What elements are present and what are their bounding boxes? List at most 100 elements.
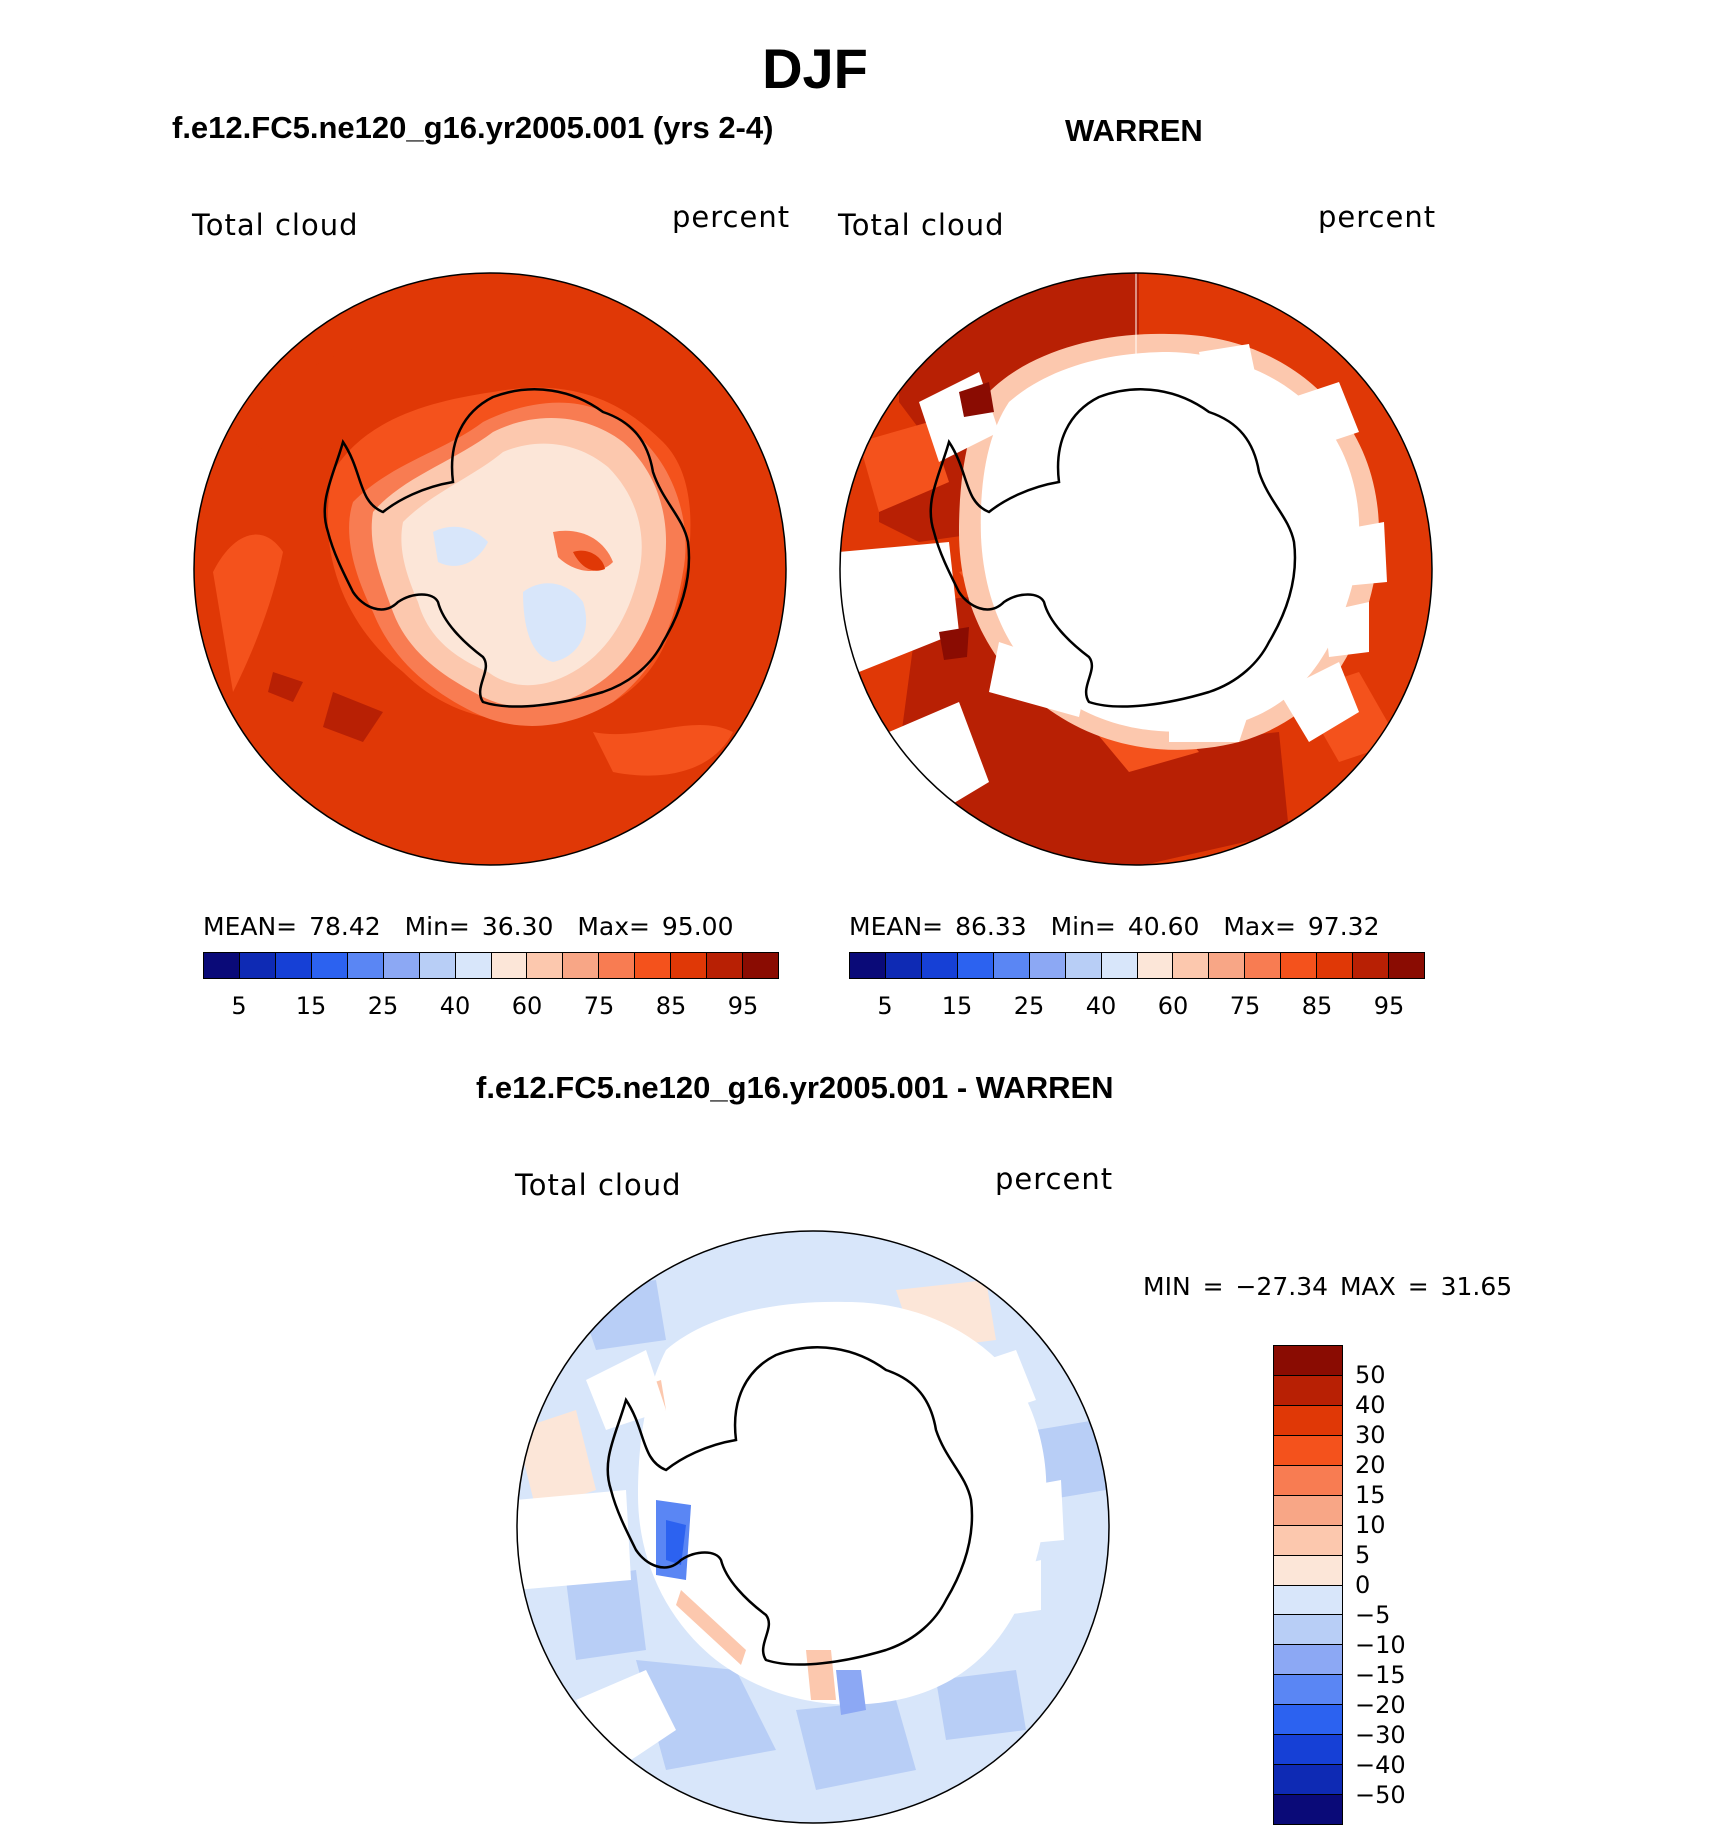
panel3-colorbar-tick-label: −40 bbox=[1355, 1751, 1406, 1779]
panel3-title: f.e12.FC5.ne120_g16.yr2005.001 - WARREN bbox=[476, 1070, 1114, 1105]
panel1-colorbar-box bbox=[707, 953, 744, 978]
panel1-colorbar-box bbox=[275, 953, 312, 978]
panel3-colorbar-tick-label: 10 bbox=[1355, 1511, 1386, 1539]
panel2-colorbar-box bbox=[885, 953, 922, 978]
panel3-colorbar-box bbox=[1274, 1555, 1342, 1586]
panel3-colorbar-tick-label: −10 bbox=[1355, 1631, 1406, 1659]
panel2-colorbar-box bbox=[1173, 953, 1210, 978]
panel2-colorbar-tick-label: 75 bbox=[1229, 992, 1261, 1020]
panel1-colorbar-box bbox=[491, 953, 528, 978]
panel1-colorbar-ticks: 5 15 25 40 60 75 85 95 bbox=[203, 992, 779, 1022]
panel3-colorbar-tick-label: 15 bbox=[1355, 1481, 1386, 1509]
panel1-colorbar-tick-label: 25 bbox=[367, 992, 399, 1020]
panel1-polar-map bbox=[193, 272, 787, 866]
panel3-colorbar-tick-label: 50 bbox=[1355, 1361, 1386, 1389]
panel3-colorbar-box bbox=[1274, 1735, 1342, 1766]
panel3-colorbar-box bbox=[1274, 1645, 1342, 1676]
panel1-colorbar-box bbox=[599, 953, 636, 978]
panel3-colorbar-tick-label: −20 bbox=[1355, 1691, 1406, 1719]
panel3-colorbar-box bbox=[1274, 1585, 1342, 1616]
panel1-colorbar-box bbox=[311, 953, 348, 978]
panel1-colorbar-tick-label: 15 bbox=[295, 992, 327, 1020]
panel3-colorbar-box bbox=[1274, 1705, 1342, 1736]
panel1-colorbar-box bbox=[635, 953, 672, 978]
panel3-colorbar-tick-label: 0 bbox=[1355, 1571, 1371, 1599]
panel1-map-border bbox=[193, 272, 787, 866]
panel3-colorbar-tick-label: −30 bbox=[1355, 1721, 1406, 1749]
panel3-colorbar-ticks: 50 40 30 20 15 10 5 0 −5 −10 −15 −20 −30 −40 −50 bbox=[1355, 1345, 1455, 1825]
panel2-colorbar-box bbox=[1281, 953, 1318, 978]
panel3-colorbar-tick-label: 30 bbox=[1355, 1421, 1386, 1449]
panel2-colorbar-box bbox=[993, 953, 1030, 978]
panel3-colorbar-box bbox=[1274, 1795, 1342, 1824]
panel2-colorbar-tick-label: 40 bbox=[1085, 992, 1117, 1020]
panel2-colorbar-box bbox=[957, 953, 994, 978]
panel1-title: f.e12.FC5.ne120_g16.yr2005.001 (yrs 2-4) bbox=[172, 110, 774, 145]
panel3-colorbar-box bbox=[1274, 1675, 1342, 1706]
panel2-colorbar-tick-label: 25 bbox=[1013, 992, 1045, 1020]
panel1-colorbar-box bbox=[239, 953, 276, 978]
panel1-colorbar-tick-label: 85 bbox=[655, 992, 687, 1020]
panel2-colorbar-box bbox=[1101, 953, 1138, 978]
panel2-colorbar-box bbox=[921, 953, 958, 978]
panel3-map-border bbox=[516, 1230, 1110, 1824]
panel3-colorbar bbox=[1273, 1345, 1343, 1825]
panel1-colorbar-box bbox=[527, 953, 564, 978]
panel1-colorbar bbox=[203, 952, 779, 979]
panel1-colorbar-box bbox=[671, 953, 708, 978]
panel2-colorbar-ticks: 5 15 25 40 60 75 85 95 bbox=[849, 992, 1425, 1022]
panel1-colorbar-tick-label: 75 bbox=[583, 992, 615, 1020]
panel2-colorbar-box bbox=[1065, 953, 1102, 978]
panel3-colorbar-box bbox=[1274, 1495, 1342, 1526]
panel3-colorbar-box bbox=[1274, 1465, 1342, 1496]
panel3-coastline bbox=[606, 1346, 974, 1666]
panel2-colorbar-tick-label: 95 bbox=[1373, 992, 1405, 1020]
panel1-colorbar-tick-label: 60 bbox=[511, 992, 543, 1020]
panel1-coastline bbox=[323, 388, 691, 708]
panel2-stats: MEAN= 86.33 Min= 40.60 Max= 97.32 bbox=[849, 912, 1380, 941]
panel1-colorbar-box bbox=[563, 953, 600, 978]
panel2-colorbar-box bbox=[1209, 953, 1246, 978]
panel2-variable-label: Total cloud bbox=[838, 208, 1005, 242]
panel3-colorbar-box bbox=[1274, 1375, 1342, 1406]
panel1-colorbar-tick-label: 95 bbox=[727, 992, 759, 1020]
panel1-colorbar-tick-label: 5 bbox=[231, 992, 247, 1020]
panel2-map-border bbox=[839, 272, 1433, 866]
panel3-colorbar-box bbox=[1274, 1615, 1342, 1646]
panel3-colorbar-tick-label: 40 bbox=[1355, 1391, 1386, 1419]
panel1-colorbar-box bbox=[419, 953, 456, 978]
panel1-colorbar-box bbox=[383, 953, 420, 978]
panel2-colorbar-tick-label: 5 bbox=[877, 992, 893, 1020]
panel3-colorbar-box bbox=[1274, 1525, 1342, 1556]
panel3-variable-label: Total cloud bbox=[515, 1168, 682, 1202]
panel3-colorbar-box bbox=[1274, 1346, 1342, 1376]
panel1-colorbar-box bbox=[347, 953, 384, 978]
panel3-stats: MIN = −27.34 MAX = 31.65 bbox=[1143, 1272, 1513, 1301]
panel3-colorbar-box bbox=[1274, 1405, 1342, 1436]
panel2-coastline bbox=[929, 388, 1297, 708]
panel1-stats: MEAN= 78.42 Min= 36.30 Max= 95.00 bbox=[203, 912, 734, 941]
panel1-units-label: percent bbox=[672, 200, 791, 234]
panel3-colorbar-tick-label: −15 bbox=[1355, 1661, 1406, 1689]
main-title: DJF bbox=[762, 37, 868, 100]
panel3-colorbar-box bbox=[1274, 1435, 1342, 1466]
panel3-colorbar-tick-label: 20 bbox=[1355, 1451, 1386, 1479]
panel2-colorbar-box bbox=[1317, 953, 1354, 978]
panel2-colorbar-box bbox=[1029, 953, 1066, 978]
panel3-colorbar-tick-label: 5 bbox=[1355, 1541, 1371, 1569]
panel2-colorbar-box bbox=[1245, 953, 1282, 978]
panel1-colorbar-box bbox=[455, 953, 492, 978]
panel3-colorbar-box bbox=[1274, 1765, 1342, 1796]
panel2-colorbar bbox=[849, 952, 1425, 979]
panel1-colorbar-box bbox=[743, 953, 778, 978]
panel2-colorbar-box bbox=[1137, 953, 1174, 978]
panel3-units-label: percent bbox=[995, 1162, 1114, 1196]
panel1-colorbar-tick-label: 40 bbox=[439, 992, 471, 1020]
panel2-colorbar-box bbox=[1353, 953, 1390, 978]
panel3-colorbar-tick-label: −5 bbox=[1355, 1601, 1391, 1629]
panel2-polar-map bbox=[839, 272, 1433, 866]
panel2-units-label: percent bbox=[1318, 200, 1437, 234]
panel2-colorbar-tick-label: 15 bbox=[941, 992, 973, 1020]
panel2-colorbar-box bbox=[1389, 953, 1424, 978]
panel3-polar-map bbox=[516, 1230, 1110, 1824]
